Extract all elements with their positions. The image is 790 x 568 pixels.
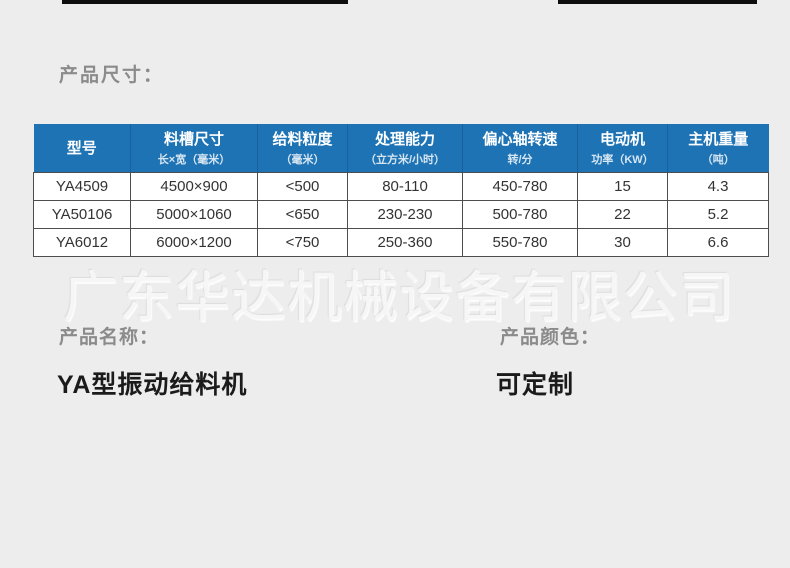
cell-model: YA6012 bbox=[33, 227, 131, 257]
col-header-trough-size: 料槽尺寸 长×宽（毫米） bbox=[130, 124, 258, 172]
col-header-feed-granularity-unit: （毫米） bbox=[280, 154, 325, 167]
col-header-feed-granularity-label: 给料粒度 bbox=[272, 131, 333, 149]
col-header-shaft-speed-label: 偏心轴转速 bbox=[482, 131, 558, 149]
col-header-trough-size-unit: 长×宽（毫米） bbox=[157, 154, 231, 167]
table-row: YA4509 4500×900 <500 80-110 450-780 15 4… bbox=[33, 171, 769, 201]
col-header-model: 型号 bbox=[33, 124, 131, 172]
col-header-motor-label: 电动机 bbox=[599, 131, 645, 149]
cell-trough-size: 4500×900 bbox=[130, 171, 258, 201]
col-header-feed-granularity: 给料粒度 （毫米） bbox=[257, 124, 348, 172]
col-header-shaft-speed: 偏心轴转速 转/分 bbox=[462, 124, 578, 172]
cell-feed-granularity: <650 bbox=[257, 199, 348, 229]
cell-feed-granularity: <500 bbox=[257, 171, 348, 201]
product-color-label: 产品颜色： bbox=[500, 327, 601, 348]
cell-shaft-speed: 450-780 bbox=[462, 171, 578, 201]
cell-trough-size: 5000×1060 bbox=[130, 199, 258, 229]
col-header-motor: 电动机 功率（KW） bbox=[577, 124, 668, 172]
cell-weight: 4.3 bbox=[667, 171, 769, 201]
cell-capacity: 230-230 bbox=[347, 199, 463, 229]
top-edge-bar-right bbox=[558, 0, 757, 4]
cell-model: YA50106 bbox=[33, 199, 131, 229]
section-title-product-size: 产品尺寸： bbox=[59, 65, 165, 86]
col-header-capacity-unit: （立方米/小时） bbox=[364, 154, 446, 167]
cell-motor-power: 30 bbox=[577, 227, 668, 257]
product-color-value: 可定制 bbox=[496, 371, 575, 399]
cell-weight: 5.2 bbox=[667, 199, 769, 229]
cell-weight: 6.6 bbox=[667, 227, 769, 257]
product-name-label: 产品名称： bbox=[59, 327, 160, 348]
cell-trough-size: 6000×1200 bbox=[130, 227, 258, 257]
watermark-company-name: 广东华达机械设备有限公司 bbox=[62, 266, 735, 328]
cell-model: YA4509 bbox=[33, 171, 131, 201]
top-edge-bar-left bbox=[62, 0, 348, 4]
col-header-weight-unit: （吨） bbox=[701, 154, 735, 167]
table-row: YA6012 6000×1200 <750 250-360 550-780 30… bbox=[33, 227, 769, 257]
cell-shaft-speed: 550-780 bbox=[462, 227, 578, 257]
col-header-weight: 主机重量 （吨） bbox=[667, 124, 769, 172]
col-header-trough-size-label: 料槽尺寸 bbox=[163, 131, 224, 149]
col-header-shaft-speed-unit: 转/分 bbox=[507, 154, 533, 167]
col-header-model-label: 型号 bbox=[66, 140, 97, 158]
col-header-capacity: 处理能力 （立方米/小时） bbox=[347, 124, 463, 172]
spec-table-header: 型号 料槽尺寸 长×宽（毫米） 给料粒度 （毫米） 处理能力 （立方米/小时） … bbox=[33, 124, 769, 172]
spec-table-body: YA4509 4500×900 <500 80-110 450-780 15 4… bbox=[33, 171, 769, 257]
header-row: 型号 料槽尺寸 长×宽（毫米） 给料粒度 （毫米） 处理能力 （立方米/小时） … bbox=[33, 124, 769, 172]
col-header-motor-unit: 功率（KW） bbox=[591, 154, 654, 167]
col-header-weight-label: 主机重量 bbox=[688, 131, 749, 149]
col-header-capacity-label: 处理能力 bbox=[374, 131, 435, 149]
cell-motor-power: 15 bbox=[577, 171, 668, 201]
spec-table: 型号 料槽尺寸 长×宽（毫米） 给料粒度 （毫米） 处理能力 （立方米/小时） … bbox=[33, 124, 769, 257]
cell-capacity: 80-110 bbox=[347, 171, 463, 201]
cell-motor-power: 22 bbox=[577, 199, 668, 229]
cell-shaft-speed: 500-780 bbox=[462, 199, 578, 229]
product-name-value: YA型振动给料机 bbox=[57, 371, 248, 399]
cell-feed-granularity: <750 bbox=[257, 227, 348, 257]
table-row: YA50106 5000×1060 <650 230-230 500-780 2… bbox=[33, 199, 769, 229]
cell-capacity: 250-360 bbox=[347, 227, 463, 257]
